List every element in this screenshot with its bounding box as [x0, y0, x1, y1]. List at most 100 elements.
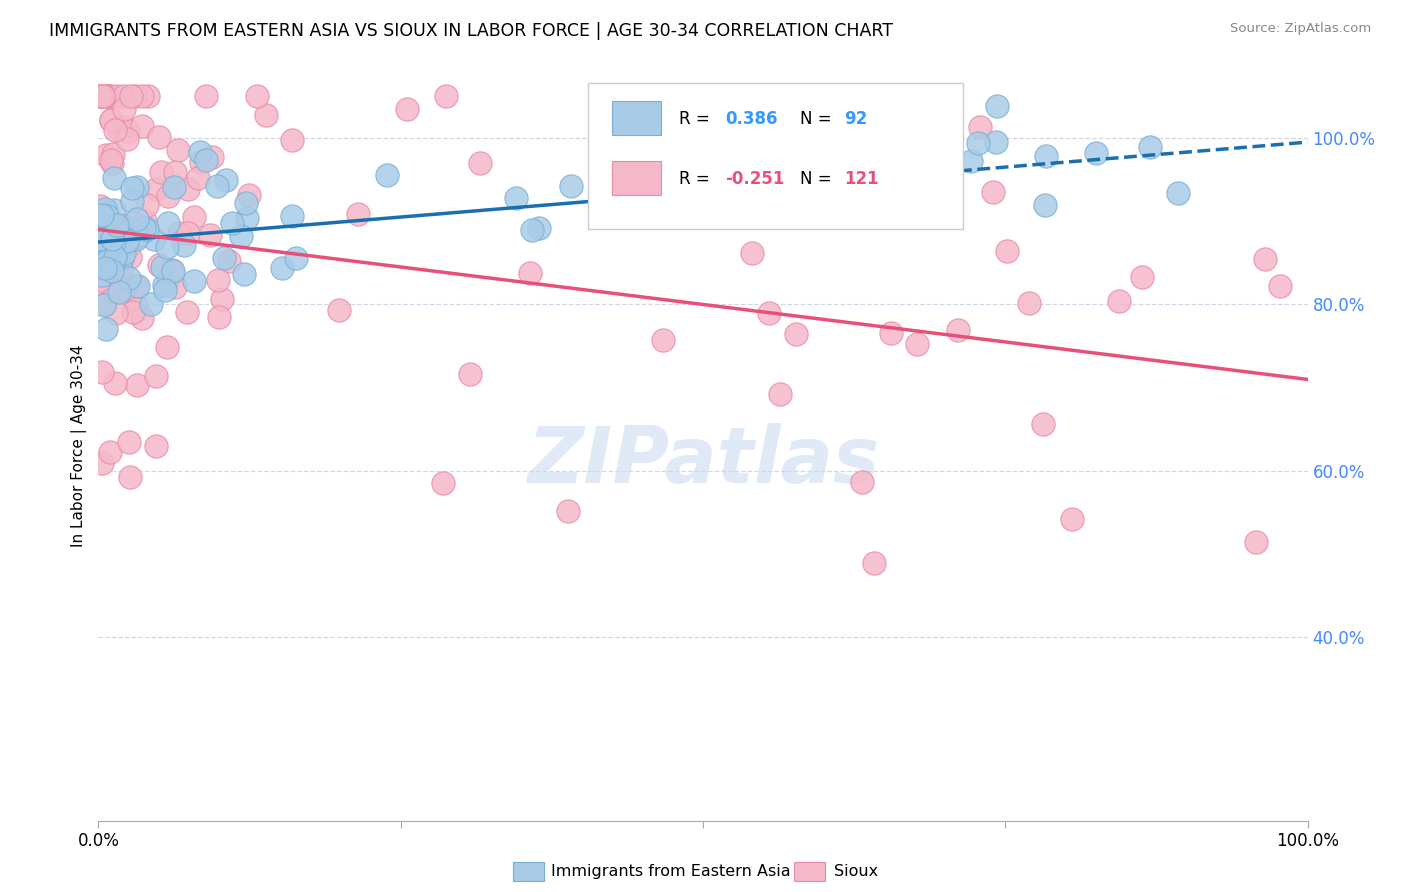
Point [89, 89, 111, 103]
Point [131, 310, 153, 325]
Point [779, 169, 801, 183]
Point [91, 224, 114, 238]
Point [194, 89, 217, 103]
Point [97, 252, 120, 266]
Point [156, 189, 179, 203]
Point [118, 250, 141, 264]
Point [104, 376, 127, 391]
Point [188, 145, 211, 159]
Point [969, 120, 991, 134]
Point [470, 156, 492, 170]
Point [112, 102, 135, 116]
Point [183, 274, 205, 288]
Point [136, 89, 159, 103]
Point [195, 153, 218, 168]
Y-axis label: In Labor Force | Age 30-34: In Labor Force | Age 30-34 [72, 344, 87, 548]
Point [121, 194, 143, 209]
Point [118, 470, 141, 484]
Point [863, 556, 886, 570]
Point [118, 238, 141, 252]
Point [111, 251, 134, 265]
Point [285, 251, 308, 265]
Point [187, 170, 209, 185]
Point [114, 277, 136, 291]
Point [238, 187, 260, 202]
Point [165, 165, 187, 179]
FancyBboxPatch shape [613, 102, 661, 135]
Point [125, 299, 148, 313]
Point [218, 253, 240, 268]
Point [207, 310, 229, 324]
Point [156, 272, 179, 286]
Point [173, 238, 195, 252]
Point [145, 182, 167, 196]
Point [121, 180, 143, 194]
Point [94, 321, 117, 335]
Point [347, 207, 370, 221]
Point [100, 113, 122, 128]
Point [122, 305, 145, 319]
Point [89, 242, 111, 256]
Point [152, 278, 174, 293]
Point [432, 476, 454, 491]
Point [103, 146, 125, 161]
Point [905, 337, 928, 351]
Point [101, 257, 124, 271]
Point [207, 272, 229, 286]
Point [246, 89, 269, 103]
Point [617, 89, 640, 103]
Point [1033, 198, 1056, 212]
Point [1139, 140, 1161, 154]
Point [148, 130, 170, 145]
Point [89, 243, 111, 257]
Point [281, 209, 304, 223]
Point [134, 213, 156, 227]
Point [557, 503, 579, 517]
Point [214, 252, 236, 266]
Point [90, 232, 112, 246]
Point [90, 208, 112, 222]
Point [134, 221, 156, 235]
Point [93, 298, 115, 312]
Point [112, 246, 135, 260]
Point [97, 253, 120, 268]
Point [630, 169, 652, 184]
Point [155, 283, 177, 297]
Point [785, 327, 807, 342]
Point [986, 98, 1008, 112]
FancyBboxPatch shape [588, 83, 963, 228]
Point [107, 244, 129, 259]
FancyBboxPatch shape [613, 161, 661, 195]
Point [104, 237, 127, 252]
Point [104, 251, 127, 265]
Point [136, 198, 159, 212]
Point [107, 221, 129, 235]
Point [97, 224, 120, 238]
Point [139, 297, 162, 311]
Point [101, 232, 124, 246]
Point [87, 279, 110, 293]
Point [221, 216, 243, 230]
Point [89, 199, 111, 213]
Point [1084, 146, 1107, 161]
Point [145, 439, 167, 453]
Point [108, 285, 131, 299]
Point [117, 234, 139, 248]
Point [560, 178, 582, 193]
Point [100, 445, 122, 459]
Point [863, 159, 886, 173]
Point [167, 143, 190, 157]
Point [104, 306, 127, 320]
Point [163, 179, 186, 194]
Point [101, 156, 124, 170]
Point [125, 179, 148, 194]
Point [91, 456, 114, 470]
Point [111, 235, 134, 250]
Point [91, 268, 114, 282]
Point [215, 173, 238, 187]
Point [254, 108, 277, 122]
Point [522, 223, 544, 237]
Point [211, 292, 233, 306]
Point [1268, 279, 1291, 293]
Point [205, 178, 228, 193]
